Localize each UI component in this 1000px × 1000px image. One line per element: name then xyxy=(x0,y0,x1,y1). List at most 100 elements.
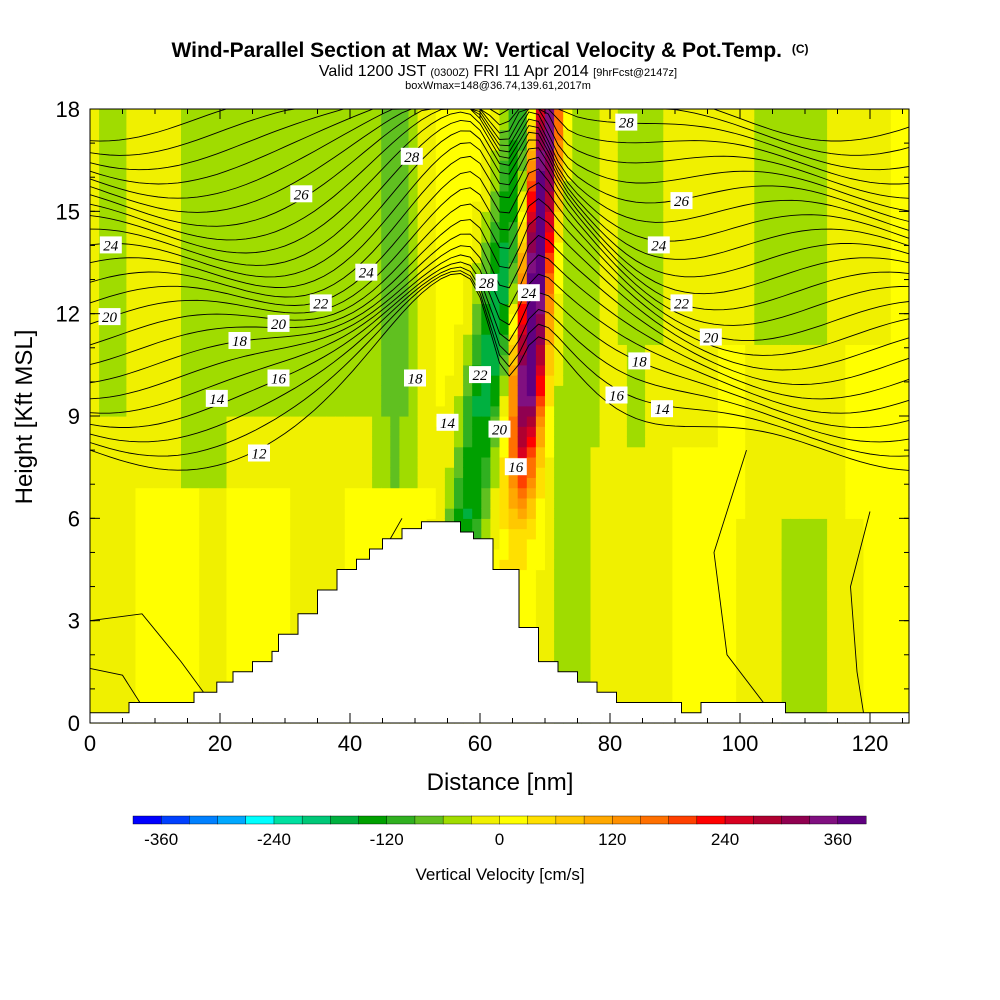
velocity-cell xyxy=(217,303,228,315)
velocity-cell xyxy=(381,262,391,274)
velocity-cell xyxy=(171,416,182,427)
velocity-cell xyxy=(463,354,473,366)
velocity-cell xyxy=(535,579,546,591)
velocity-cell xyxy=(262,497,273,509)
velocity-cell xyxy=(217,334,228,345)
velocity-cell xyxy=(417,262,428,274)
velocity-cell xyxy=(281,405,291,417)
velocity-cell xyxy=(690,201,701,212)
velocity-cell xyxy=(727,313,737,325)
velocity-cell xyxy=(217,651,228,663)
velocity-cell xyxy=(808,323,819,335)
velocity-cell xyxy=(790,416,801,427)
velocity-cell xyxy=(672,497,683,509)
velocity-cell xyxy=(599,641,610,652)
velocity-cell xyxy=(772,201,783,212)
velocity-cell xyxy=(153,334,164,345)
velocity-cell xyxy=(717,272,728,284)
velocity-cell xyxy=(317,477,328,489)
velocity-cell xyxy=(326,456,337,468)
velocity-cell xyxy=(335,364,346,376)
velocity-cell xyxy=(253,201,264,212)
velocity-cell xyxy=(772,477,783,489)
velocity-cell xyxy=(317,119,328,131)
velocity-cell xyxy=(626,569,637,581)
velocity-cell xyxy=(235,262,246,274)
velocity-cell xyxy=(353,385,364,397)
velocity-cell xyxy=(426,221,437,233)
velocity-cell xyxy=(99,508,109,519)
velocity-cell xyxy=(763,456,774,468)
velocity-cell xyxy=(535,405,546,417)
velocity-cell xyxy=(535,467,546,478)
velocity-cell xyxy=(508,446,519,458)
velocity-cell xyxy=(90,405,100,417)
velocity-cell xyxy=(335,344,346,356)
velocity-cell xyxy=(708,139,719,151)
velocity-cell xyxy=(608,364,619,376)
velocity-cell xyxy=(153,589,164,601)
velocity-cell xyxy=(645,518,655,530)
velocity-cell xyxy=(244,528,255,540)
velocity-cell xyxy=(672,426,683,438)
velocity-cell xyxy=(444,334,455,345)
velocity-cell xyxy=(608,446,619,458)
velocity-cell xyxy=(363,416,373,427)
velocity-cell xyxy=(408,170,419,182)
velocity-cell xyxy=(381,252,391,264)
velocity-cell xyxy=(818,508,828,519)
velocity-cell xyxy=(654,375,664,386)
velocity-cell xyxy=(199,600,209,612)
velocity-cell xyxy=(818,323,828,335)
velocity-cell xyxy=(545,651,555,663)
velocity-cell xyxy=(472,160,482,171)
velocity-cell xyxy=(517,600,528,612)
velocity-cell xyxy=(672,508,683,519)
velocity-cell xyxy=(808,569,819,581)
velocity-cell xyxy=(226,139,237,151)
velocity-cell xyxy=(135,426,146,438)
velocity-cell xyxy=(745,467,755,478)
velocity-cell xyxy=(508,180,519,192)
velocity-cell xyxy=(153,282,164,294)
velocity-cell xyxy=(517,416,528,427)
velocity-cell xyxy=(363,528,373,540)
velocity-cell xyxy=(208,180,218,192)
velocity-cell xyxy=(799,129,810,141)
velocity-cell xyxy=(444,139,455,151)
velocity-cell xyxy=(272,242,282,253)
velocity-cell xyxy=(818,426,828,438)
velocity-cell xyxy=(99,610,109,622)
velocity-cell xyxy=(272,569,282,581)
velocity-cell xyxy=(463,149,473,161)
velocity-cell xyxy=(490,201,501,212)
velocity-cell xyxy=(353,180,364,192)
velocity-cell xyxy=(353,354,364,366)
velocity-cell xyxy=(344,170,355,182)
velocity-cell xyxy=(372,139,382,151)
velocity-cell xyxy=(790,344,801,356)
velocity-cell xyxy=(636,252,646,264)
velocity-cell xyxy=(554,282,564,294)
velocity-cell xyxy=(581,600,592,612)
velocity-cell xyxy=(554,180,564,192)
velocity-cell xyxy=(699,518,710,530)
velocity-cell xyxy=(617,139,628,151)
velocity-cell xyxy=(526,139,537,151)
velocity-cell xyxy=(690,180,701,192)
velocity-cell xyxy=(162,109,173,120)
velocity-cell xyxy=(253,109,264,120)
velocity-cell xyxy=(736,119,746,131)
velocity-cell xyxy=(390,395,400,407)
velocity-cell xyxy=(435,487,446,499)
velocity-cell xyxy=(663,334,673,345)
velocity-cell xyxy=(435,109,446,120)
velocity-cell xyxy=(454,109,464,120)
velocity-cell xyxy=(699,630,710,642)
velocity-cell xyxy=(799,282,810,294)
velocity-cell xyxy=(253,456,264,468)
velocity-cell xyxy=(572,354,582,366)
velocity-cell xyxy=(208,610,218,622)
velocity-cell xyxy=(526,416,537,427)
velocity-cell xyxy=(745,456,755,468)
